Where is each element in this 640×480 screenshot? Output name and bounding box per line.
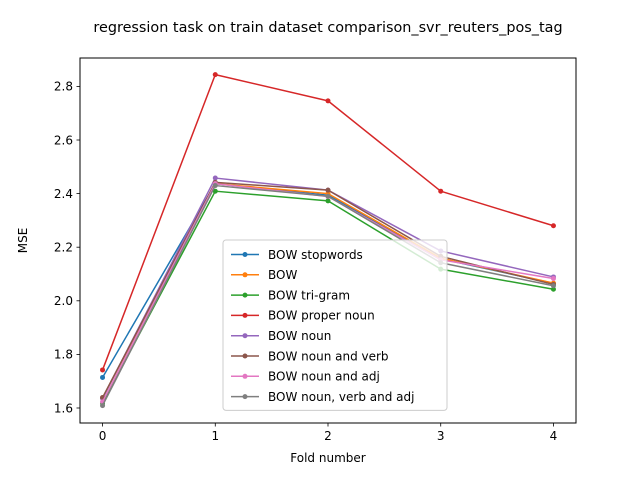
legend-item: BOW tri-gram <box>231 288 350 302</box>
data-point <box>212 188 218 194</box>
legend-item: BOW stopwords <box>231 248 363 262</box>
data-point <box>212 72 218 78</box>
data-point <box>438 188 444 194</box>
legend-marker <box>242 252 248 257</box>
legend-label: BOW stopwords <box>268 248 363 262</box>
legend-marker <box>242 394 248 400</box>
chart-title: regression task on train dataset compari… <box>93 20 562 36</box>
data-point <box>212 175 218 181</box>
y-tick-label: 2.6 <box>54 133 73 147</box>
y-axis-label: MSE <box>16 228 30 254</box>
y-tick-label: 1.6 <box>54 401 73 415</box>
data-point <box>550 223 556 229</box>
data-point <box>550 286 556 292</box>
data-point <box>325 187 331 193</box>
legend-label: BOW noun and adj <box>268 370 380 384</box>
y-tick-label: 2.8 <box>54 80 73 94</box>
data-point <box>100 367 106 373</box>
data-point <box>325 198 331 204</box>
y-tick-label: 2.2 <box>54 240 73 254</box>
legend-item: BOW noun and adj <box>231 370 380 384</box>
legend-marker <box>242 272 248 278</box>
legend-marker <box>242 373 248 379</box>
x-tick-label: 3 <box>437 429 445 443</box>
legend-marker <box>242 292 248 298</box>
data-point <box>100 374 106 380</box>
x-tick-label: 1 <box>211 429 219 443</box>
x-tick-label: 2 <box>324 429 332 443</box>
x-axis: 0 1 2 3 4 <box>99 423 558 443</box>
data-point <box>325 193 331 199</box>
x-tick-label: 4 <box>550 429 558 443</box>
x-axis-label: Fold number <box>290 451 365 465</box>
legend-label: BOW noun and verb <box>268 349 389 363</box>
x-tick-label: 0 <box>99 429 107 443</box>
legend-label: BOW proper noun <box>268 309 375 323</box>
legend-marker <box>242 353 248 359</box>
legend-box <box>222 239 448 411</box>
series-4 <box>100 72 556 373</box>
legend-item: BOW <box>231 268 297 282</box>
y-tick-label: 1.8 <box>54 348 73 362</box>
legend-marker <box>242 333 248 339</box>
legend-item: BOW noun and verb <box>231 349 389 363</box>
legend-item: BOW proper noun <box>231 309 375 323</box>
legend: BOW stopwords BOW BOW tri-gram BOW proper n… <box>222 239 448 411</box>
legend-label: BOW noun <box>268 329 331 343</box>
y-tick-label: 2.4 <box>54 187 73 201</box>
legend-label: BOW <box>268 268 297 282</box>
data-point <box>325 98 331 104</box>
legend-item: BOW noun <box>231 329 331 343</box>
legend-label: BOW tri-gram <box>268 288 350 302</box>
y-axis: 1.6 1.8 2.0 2.2 2.4 2.6 2.8 <box>54 80 80 415</box>
data-point <box>550 276 556 282</box>
legend-marker <box>242 312 248 318</box>
legend-item: BOW noun, verb and adj <box>231 390 414 404</box>
data-point <box>550 283 556 289</box>
legend-label: BOW noun, verb and adj <box>268 390 414 404</box>
data-point <box>212 183 218 189</box>
data-point <box>100 403 106 409</box>
y-tick-label: 2.0 <box>54 294 73 308</box>
